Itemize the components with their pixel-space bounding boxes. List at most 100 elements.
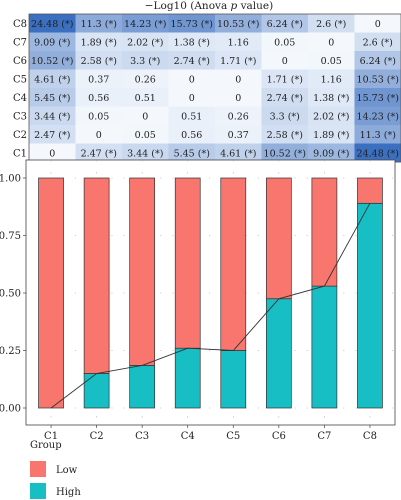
legend-swatch-high	[30, 483, 46, 499]
heatmap-cell	[354, 125, 401, 144]
heatmap-cell-label: 1.16	[228, 37, 249, 48]
heatmap-cell	[168, 143, 216, 163]
bar-segment-low	[38, 177, 64, 409]
heatmap-cell-label: 0.56	[88, 93, 109, 104]
bar-segment-high	[83, 373, 110, 409]
heatmap-row-label: C1	[13, 148, 27, 159]
heatmap-cell	[261, 125, 309, 144]
heatmap-cell-label: 9.09 (*)	[34, 37, 70, 48]
heatmap-cell	[354, 14, 401, 33]
heatmap-cell-label: 0	[96, 130, 102, 141]
heatmap-cell	[215, 69, 262, 89]
heatmap-row-labels: C8 C7 C6 C5 C4 C3 C2 C1	[13, 19, 27, 160]
heatmap-cell	[308, 106, 355, 126]
heatmap-cell	[168, 106, 216, 126]
heatmap-cell	[122, 69, 169, 89]
y-tick-label: 0.50	[0, 289, 21, 300]
heatmap-cell-label: 0.56	[181, 130, 202, 141]
heatmap-cell	[168, 88, 216, 107]
heatmap-cell	[122, 88, 169, 107]
x-tick-label: C6	[272, 431, 286, 442]
heatmap-cell	[354, 69, 401, 89]
heatmap-cell	[308, 14, 355, 33]
heatmap-cell-label: 1.38 (*)	[313, 93, 349, 104]
heatmap-cell	[215, 88, 262, 107]
x-tick-label: C3	[135, 431, 149, 442]
heatmap-cell-label: 0	[142, 111, 148, 122]
heatmap-cell	[261, 69, 309, 89]
heatmap-title: −Log10 (Anova p value)	[145, 0, 274, 12]
x-tick-label: C4	[181, 431, 195, 442]
heatmap-cell-label: 3.3 (*)	[270, 111, 300, 122]
bar-segment-high	[174, 347, 201, 409]
legend-label-high: High	[56, 487, 81, 498]
heatmap-row-label: C5	[13, 74, 27, 85]
heatmap-cell-label: 2.02 (*)	[127, 37, 163, 48]
heatmap-cell-label: 6.24 (*)	[267, 19, 303, 30]
bar-segment-high	[129, 365, 156, 409]
bars	[38, 177, 383, 409]
x-axis: C1 C2 C3 C4 C5 C6 C7 C8	[44, 425, 377, 442]
heatmap-cell	[122, 51, 169, 70]
y-tick-label: 0.25	[0, 346, 21, 357]
heatmap-cell	[261, 143, 309, 163]
heatmap-cell	[75, 125, 123, 144]
heatmap-cell-label: 2.58 (*)	[267, 130, 303, 141]
heatmap-cell	[122, 143, 169, 163]
heatmap-cell-label: 6.24 (*)	[360, 56, 396, 67]
legend-entries: Low High	[30, 461, 81, 499]
heatmap-cell-label: 0.37	[228, 130, 249, 141]
heatmap-cell-label: 2.74 (*)	[267, 93, 303, 104]
heatmap-cell	[308, 88, 355, 107]
heatmap-cell	[75, 14, 123, 33]
heatmap-cell-label: 0.05	[274, 37, 295, 48]
heatmap-cell	[308, 32, 355, 52]
heatmap-cell	[354, 143, 401, 163]
heatmap-cell-label: 9.09 (*)	[313, 148, 349, 159]
heatmap-cell	[75, 143, 123, 163]
heatmap-row-label: C8	[13, 19, 27, 30]
heatmap-cell-label: 3.44 (*)	[127, 148, 163, 159]
heatmap-cell	[29, 69, 76, 89]
heatmap-cell	[122, 14, 169, 33]
heatmap-cell	[168, 32, 216, 52]
heatmap-cell-label: 2.58 (*)	[81, 56, 117, 67]
y-axis: 0.00 0.25 0.50 0.75 1.00	[0, 174, 26, 415]
heatmap-cell	[354, 88, 401, 107]
heatmap-cell-label: 0	[49, 148, 55, 159]
heatmap-cell	[215, 51, 262, 70]
bar-segment-low	[311, 177, 338, 287]
legend: Group Low High	[30, 440, 81, 499]
heatmap-cells: 24.48 (*) 11.3 (*) 14.23 (*) 15.73 (*) 10.53…	[29, 14, 401, 163]
heatmap-row-label: C4	[13, 93, 27, 104]
heatmap-cell	[29, 143, 76, 163]
heatmap-cell-label: 1.89 (*)	[81, 37, 117, 48]
heatmap-cell	[215, 125, 262, 144]
heatmap-cell-label: 0	[328, 37, 334, 48]
heatmap-cell	[261, 88, 309, 107]
heatmap-cell	[75, 32, 123, 52]
high-trend-line	[50, 203, 371, 409]
heatmap-cell-label: 2.6 (*)	[316, 19, 346, 30]
heatmap-cell	[168, 51, 216, 70]
heatmap-cell-label: 0.05	[88, 111, 109, 122]
heatmap-cell	[215, 143, 262, 163]
heatmap-cell-label: 3.44 (*)	[34, 111, 70, 122]
heatmap-cell-label: 10.53 (*)	[217, 19, 259, 30]
heatmap-cell-label: 10.53 (*)	[357, 74, 399, 85]
heatmap-cell	[168, 125, 216, 144]
heatmap-cell-label: 0	[189, 93, 195, 104]
heatmap-cell-label: 1.89 (*)	[313, 130, 349, 141]
heatmap-cell-label: 10.52 (*)	[264, 148, 306, 159]
heatmap-cell-label: 1.71 (*)	[220, 56, 256, 67]
heatmap-cell	[215, 14, 262, 33]
heatmap-cell	[75, 106, 123, 126]
heatmap-cell	[122, 106, 169, 126]
heatmap-cell-label: 0.05	[321, 56, 342, 67]
heatmap-cell-label: 4.61 (*)	[220, 148, 256, 159]
heatmap-cell	[29, 125, 76, 144]
heatmap-cell	[215, 32, 262, 52]
heatmap-cell-label: 1.71 (*)	[267, 74, 303, 85]
heatmap-cell	[308, 51, 355, 70]
